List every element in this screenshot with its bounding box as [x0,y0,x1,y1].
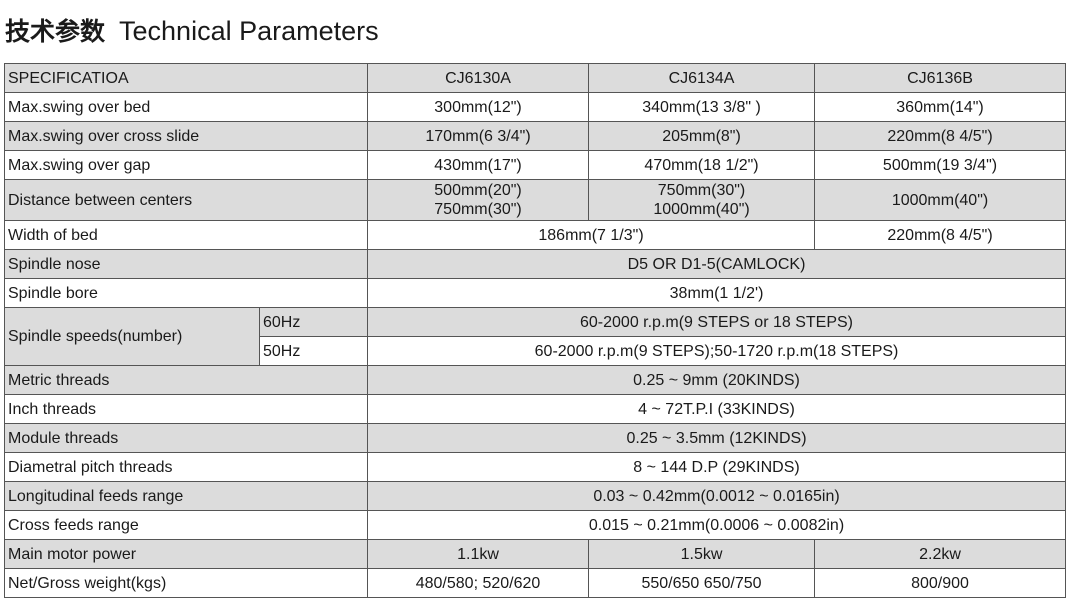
cell: 205mm(8") [588,121,816,151]
cell: 60-2000 r.p.m(9 STEPS or 18 STEPS) [367,307,1067,337]
row-label: Spindle speeds(number) [4,307,260,366]
row-label: Distance between centers [3,179,369,221]
cell: 800/900 [814,568,1067,598]
header-cell: SPECIFICATIOA [3,63,369,93]
cell: 0.03 ~ 0.42mm(0.0012 ~ 0.0165in) [367,481,1067,511]
table-row: Inch threads 4 ~ 72T.P.I (33KINDS) [3,394,1067,424]
sub-label: 50Hz [258,336,369,366]
cell: 550/650 650/750 [588,568,816,598]
table-row: Metric threads 0.25 ~ 9mm (20KINDS) [3,365,1067,395]
row-label: Module threads [3,423,369,453]
cell: 500mm(20") 750mm(30") [367,179,590,221]
table-row: Diametral pitch threads 8 ~ 144 D.P (29K… [3,452,1067,482]
cell: 0.25 ~ 9mm (20KINDS) [367,365,1067,395]
cell: 4 ~ 72T.P.I (33KINDS) [367,394,1067,424]
cell-line: 1000mm(40") [653,201,750,218]
row-label: Spindle nose [3,249,369,279]
cell: 300mm(12") [367,92,590,122]
row-label: Main motor power [3,539,369,569]
cell: 430mm(17") [367,150,590,180]
cell: 480/580; 520/620 [367,568,590,598]
cell: 0.015 ~ 0.21mm(0.0006 ~ 0.0082in) [367,510,1067,540]
title-chinese: 技术参数 [5,17,106,46]
cell: 750mm(30") 1000mm(40") [588,179,816,221]
table-row: Max.swing over bed 300mm(12") 340mm(13 3… [3,92,1067,122]
table-row: Longitudinal feeds range 0.03 ~ 0.42mm(0… [3,481,1067,511]
cell: 1.1kw [367,539,590,569]
cell: 170mm(6 3/4") [367,121,590,151]
cell: 220mm(8 4/5") [814,220,1067,250]
cell: 1.5kw [588,539,816,569]
cell-line: 750mm(30") [657,182,746,199]
table-row: Main motor power 1.1kw 1.5kw 2.2kw [3,539,1067,569]
cell: D5 OR D1-5(CAMLOCK) [367,249,1067,279]
table-header-row: SPECIFICATIOA CJ6130A CJ6134A CJ6136B [3,63,1067,93]
row-label: Max.swing over bed [3,92,369,122]
row-label: Max.swing over gap [3,150,369,180]
cell-line: 500mm(20") [434,182,522,199]
row-label: Cross feeds range [3,510,369,540]
table-row: Distance between centers 500mm(20") 750mm… [3,179,1067,221]
sub-label: 60Hz [258,307,369,337]
cell: 38mm(1 1/2') [367,278,1067,308]
spec-table: SPECIFICATIOA CJ6130A CJ6134A CJ6136B Ma… [3,63,1067,598]
row-label: Longitudinal feeds range [3,481,369,511]
header-cell: CJ6130A [367,63,590,93]
title-english: Technical Parameters [119,16,379,46]
row-label: Max.swing over cross slide [3,121,369,151]
cell: 470mm(18 1/2") [588,150,816,180]
cell: 60-2000 r.p.m(9 STEPS);50-1720 r.p.m(18 … [367,336,1067,366]
table-row: Max.swing over gap 430mm(17") 470mm(18 1… [3,150,1067,180]
cell: 500mm(19 3/4") [814,150,1067,180]
cell: 8 ~ 144 D.P (29KINDS) [367,452,1067,482]
cell: 360mm(14") [814,92,1067,122]
table-row: Spindle bore 38mm(1 1/2') [3,278,1067,308]
cell: 1000mm(40") [814,179,1067,221]
header-cell: CJ6136B [814,63,1067,93]
row-label: Net/Gross weight(kgs) [3,568,369,598]
row-label: Metric threads [3,365,369,395]
table-row: 50Hz 60-2000 r.p.m(9 STEPS);50-1720 r.p.… [5,336,1067,366]
table-row: Width of bed 186mm(7 1/3") 220mm(8 4/5") [3,220,1067,250]
cell: 2.2kw [814,539,1067,569]
table-row: Max.swing over cross slide 170mm(6 3/4")… [3,121,1067,151]
cell: 340mm(13 3/8" ) [588,92,816,122]
row-label: Width of bed [3,220,369,250]
header-cell: CJ6134A [588,63,816,93]
row-label: Diametral pitch threads [3,452,369,482]
cell: 0.25 ~ 3.5mm (12KINDS) [367,423,1067,453]
cell: 220mm(8 4/5") [814,121,1067,151]
table-row: Net/Gross weight(kgs) 480/580; 520/620 5… [3,568,1067,598]
row-label: Inch threads [3,394,369,424]
cell-line: 750mm(30") [434,201,522,218]
cell: 186mm(7 1/3") [367,220,816,250]
page-title: 技术参数 Technical Parameters [5,12,379,48]
row-label: Spindle bore [3,278,369,308]
table-row: Spindle nose D5 OR D1-5(CAMLOCK) [3,249,1067,279]
table-row: Spindle speeds(number) 60Hz 60-2000 r.p.… [4,307,1067,366]
table-row: Cross feeds range 0.015 ~ 0.21mm(0.0006 … [3,510,1067,540]
table-row: Module threads 0.25 ~ 3.5mm (12KINDS) [3,423,1067,453]
